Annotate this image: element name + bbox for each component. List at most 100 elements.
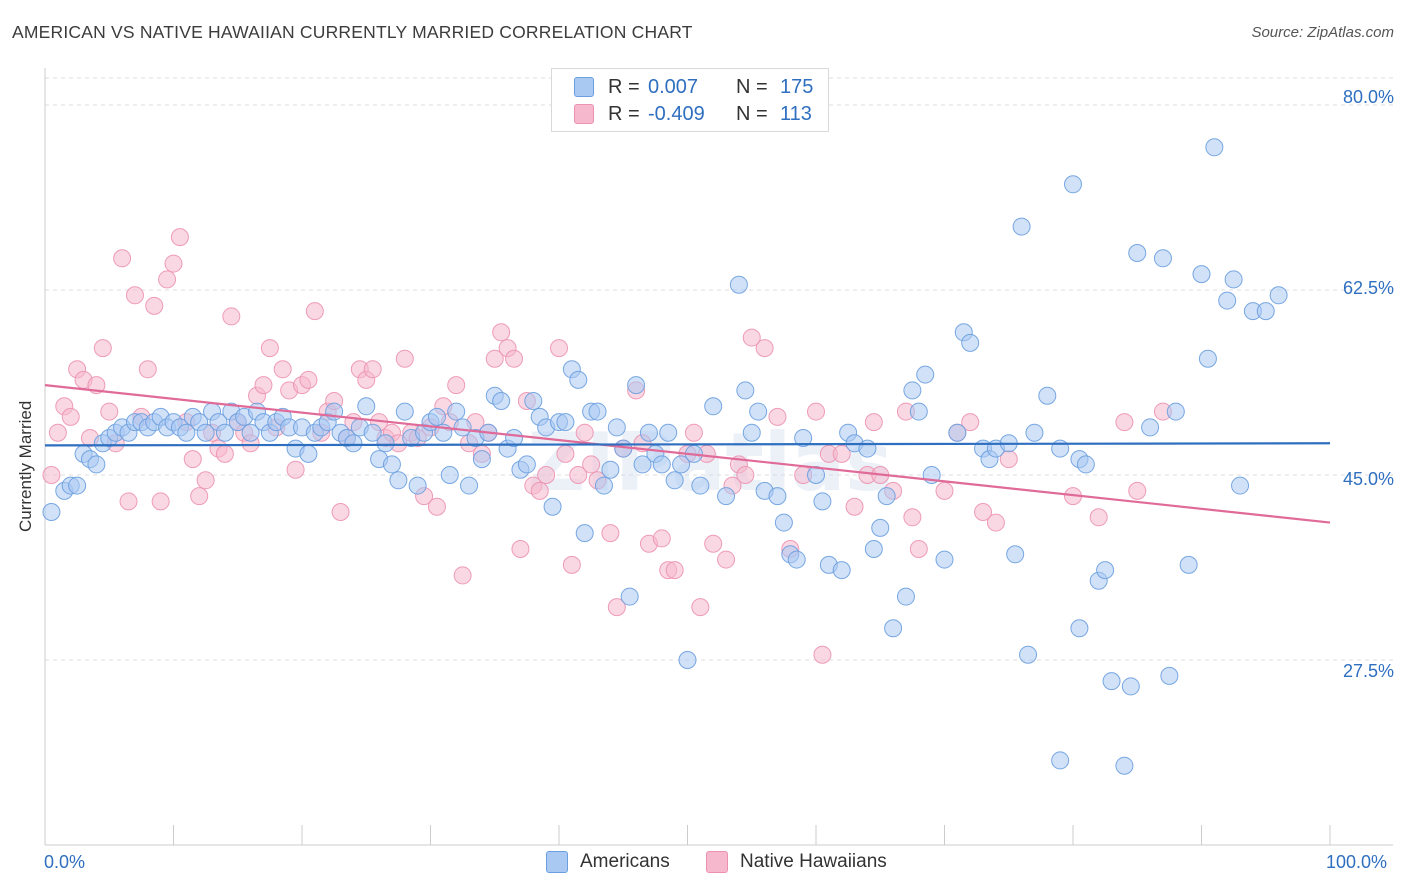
americans-point [813, 492, 832, 511]
americans-point [704, 397, 723, 416]
native-hawaiians-point [190, 487, 209, 506]
native-hawaiians-point [260, 339, 279, 358]
americans-point [678, 651, 697, 669]
native-hawaiians-point [125, 286, 144, 305]
americans-point [299, 444, 318, 463]
native-hawaiians-point [974, 503, 993, 521]
americans-point [1121, 677, 1140, 696]
americans-point [729, 275, 748, 294]
americans-point [877, 487, 896, 506]
americans-point [87, 455, 106, 474]
native-hawaiians-point [550, 339, 568, 358]
native-hawaiians-point [1115, 413, 1134, 432]
native-hawaiians-point [505, 349, 524, 368]
native-hawaiians-point [427, 497, 446, 516]
native-hawaiians-point [755, 339, 774, 358]
r-label: R = [608, 75, 640, 98]
native-hawaiians-point [183, 450, 202, 469]
y-tick-label-45: 45.0% [1342, 469, 1394, 489]
r-value: 0.007 [648, 75, 699, 98]
native-hawaiians-point [813, 645, 832, 664]
americans-point [569, 370, 588, 389]
y-tick-label-62: 62.5% [1342, 278, 1394, 298]
n-value: 113 [780, 102, 812, 125]
americans-point [1102, 672, 1121, 691]
americans-point [1006, 545, 1025, 564]
americans-point [672, 455, 691, 474]
americans-point [768, 487, 787, 506]
americans-point [1224, 270, 1243, 289]
legend-row-native-hawaiians: R = -0.409 N = 113 [574, 102, 812, 126]
americans-point [1192, 265, 1211, 284]
native-hawaiians-point [254, 376, 273, 395]
americans-point [543, 497, 562, 516]
americans-point [1256, 302, 1275, 321]
americans-point [794, 429, 813, 447]
americans-trend-line [44, 442, 1331, 447]
native-hawaiians-point [562, 555, 581, 574]
native-hawaiians-point [935, 481, 954, 500]
x-tick-label-max: 100.0% [1326, 852, 1388, 872]
native-hawaiians-point [100, 402, 119, 421]
native-hawaiians-swatch [706, 851, 728, 873]
americans-point [196, 423, 215, 442]
americans-point [447, 402, 466, 421]
americans-point [453, 418, 472, 437]
native-hawaiians-point [807, 402, 825, 421]
native-hawaiians-point [961, 413, 980, 432]
native-hawaiians-point [1128, 481, 1147, 500]
native-hawaiians-point [768, 407, 787, 426]
americans-point [1218, 291, 1237, 310]
native-hawaiians-point [485, 349, 504, 368]
native-hawaiians-point [119, 492, 138, 511]
americans-point [1064, 175, 1082, 194]
americans-point [408, 476, 427, 495]
americans-point [492, 392, 511, 410]
native-hawaiians-point [395, 349, 414, 368]
native-hawaiians-point [113, 249, 132, 268]
americans-point [177, 423, 196, 442]
native-hawaiians-point [903, 508, 922, 527]
americans-point [858, 439, 877, 458]
americans-point [68, 476, 87, 495]
r-label: R = [608, 102, 640, 125]
source-label: Source: ZipAtlas.com [1251, 24, 1394, 41]
americans-point [627, 376, 646, 395]
native-hawaiians-point [582, 455, 601, 474]
americans-point [736, 381, 755, 400]
native-hawaiians-point [736, 466, 755, 484]
americans-point [363, 423, 382, 442]
legend-label-native-hawaiians: Native Hawaiians [740, 851, 887, 872]
r-value: -0.409 [648, 102, 705, 125]
americans-point [896, 587, 915, 606]
legend-row-americans: R = 0.007 N = 175 [574, 75, 813, 99]
native-hawaiians-point [305, 302, 324, 321]
americans-point [215, 423, 234, 442]
americans-point [1141, 418, 1160, 437]
americans-point [389, 471, 408, 490]
native-hawaiians-point [170, 228, 189, 247]
native-hawaiians-point [607, 598, 626, 617]
y-tick-label-27: 27.5% [1342, 661, 1394, 681]
n-label: N = [736, 75, 768, 98]
americans-point [1096, 561, 1115, 580]
native-hawaiians-point [299, 370, 318, 389]
series-legend: Americans Native Hawaiians [0, 851, 1406, 877]
americans-point [42, 503, 61, 521]
native-hawaiians-point [742, 328, 761, 347]
americans-point [524, 392, 543, 410]
americans-point [1076, 455, 1095, 474]
native-hawaiians-point [492, 323, 511, 342]
x-tick-label-min: 0.0% [44, 852, 86, 872]
americans-point [909, 402, 928, 421]
americans-swatch [574, 77, 594, 97]
native-hawaiians-point [164, 254, 183, 273]
native-hawaiians-point [601, 524, 620, 543]
americans-point [1070, 619, 1089, 638]
americans-point [517, 455, 536, 474]
correlation-legend: R = 0.007 N = 175 R = -0.409 N = 113 [551, 68, 829, 132]
native-hawaiians-point [273, 360, 292, 379]
native-hawaiians-point [909, 540, 928, 558]
native-hawaiians-point [569, 466, 588, 484]
